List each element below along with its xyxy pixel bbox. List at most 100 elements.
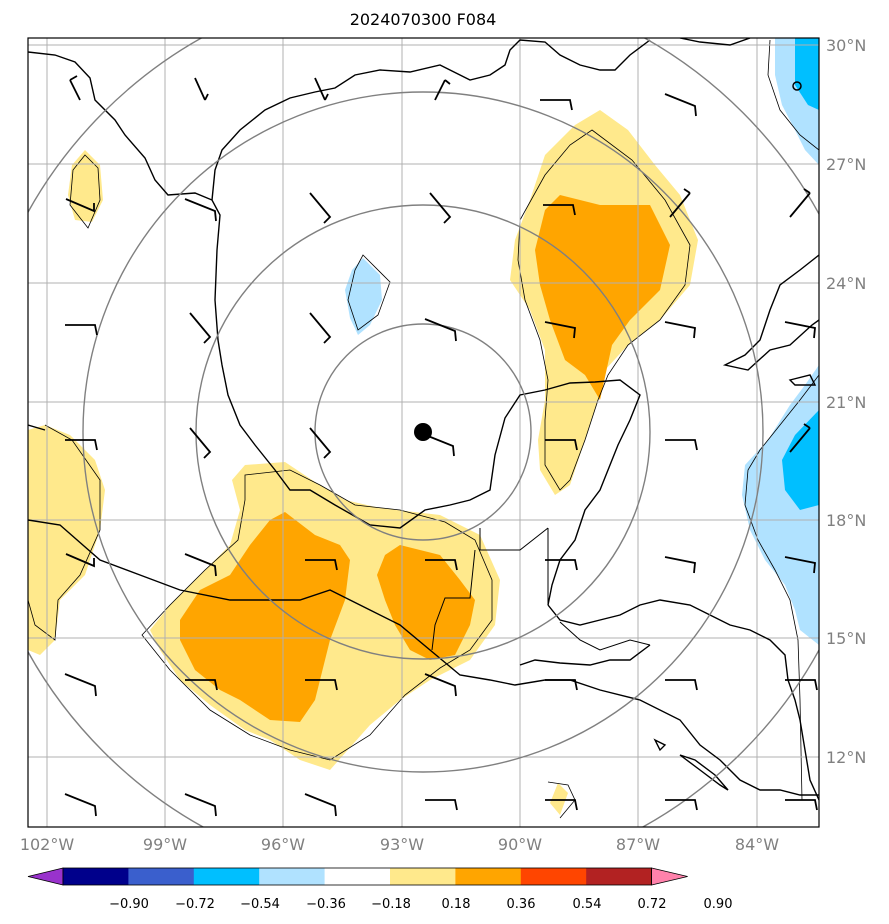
wind-barb: [424, 673, 457, 697]
lat-label: 15°N: [826, 629, 866, 648]
wind-barb: [784, 321, 816, 339]
colorbar-segment: [128, 868, 195, 885]
wind-barb: [545, 439, 578, 451]
plot-frame: [27, 37, 820, 828]
latitude-labels: 30°N 27°N 24°N 21°N 18°N 15°N 12°N: [826, 36, 866, 767]
wind-barb: [664, 556, 696, 574]
wind-barb: [304, 793, 337, 817]
wind-barb: [425, 559, 458, 571]
wind-barb: [664, 93, 697, 117]
wind-barb: [309, 312, 332, 344]
wind-barb: [664, 321, 696, 339]
lat-label: 24°N: [826, 274, 866, 293]
small-circle-marker: [792, 81, 802, 91]
lat-label: 21°N: [826, 393, 866, 412]
wind-barb: [543, 204, 576, 216]
colorbar-extension-low: [27, 867, 64, 886]
borders: [431, 527, 651, 651]
wind-barb: [789, 423, 811, 453]
wind-barb: [669, 188, 691, 218]
wind-barb: [305, 679, 338, 691]
wind-barb: [545, 559, 578, 571]
wind-barb: [545, 799, 578, 811]
wind-barb: [785, 799, 818, 811]
wind-barb: [665, 439, 698, 451]
wind-barb: [789, 188, 811, 218]
wind-barb: [784, 556, 816, 574]
wind-barb: [184, 198, 217, 222]
colorbar-tick-label: −0.90: [109, 897, 149, 912]
lat-label: 12°N: [826, 748, 866, 767]
wind-barb: [425, 799, 458, 811]
wind-barb: [665, 799, 698, 811]
wind-barb: [64, 673, 97, 697]
colorbar-segment: [63, 868, 129, 885]
colorbar-segment: [259, 868, 326, 885]
wind-barb: [65, 198, 95, 213]
wind-barb: [665, 679, 698, 691]
positive-anomaly-strong: [180, 195, 670, 722]
colorbar-ticks: −0.90 −0.72 −0.54 −0.36 −0.18 0.18 0.36 …: [109, 897, 732, 912]
lon-label: 96°W: [261, 835, 305, 854]
wind-barb: [185, 679, 218, 691]
wind-barb: [189, 312, 212, 344]
wind-barb: [194, 77, 209, 101]
wind-barb: [429, 192, 452, 224]
wind-barb: [314, 77, 329, 101]
colorbar-tick-label: −0.18: [371, 897, 411, 912]
wind-barbs: [64, 75, 818, 817]
colorbar-segment: [520, 868, 587, 885]
map-title: 2024070300 F084: [349, 10, 497, 29]
colorbar-tick-label: 0.36: [507, 897, 536, 912]
wind-barb: [65, 324, 98, 336]
negative-anomaly-strong: [782, 38, 819, 510]
lat-label: 27°N: [826, 155, 866, 174]
lon-label: 90°W: [498, 835, 542, 854]
lat-label: 30°N: [826, 36, 866, 55]
wind-barb: [305, 559, 338, 571]
wind-barb: [785, 679, 818, 691]
colorbar-segment: [324, 868, 391, 885]
wind-barb: [184, 553, 217, 577]
colorbar: [27, 867, 688, 886]
wind-barb: [544, 321, 576, 339]
wind-barb: [65, 553, 95, 568]
lon-label: 87°W: [616, 835, 660, 854]
wind-barb: [424, 318, 457, 342]
colorbar-segment: [586, 868, 653, 885]
wind-barb: [65, 439, 98, 451]
colorbar-segment: [455, 868, 522, 885]
colorbar-segment: [193, 868, 260, 885]
colorbar-tick-label: −0.54: [240, 897, 280, 912]
wind-barb: [64, 793, 97, 817]
wind-barb: [309, 427, 332, 459]
colorbar-tick-label: 0.72: [638, 897, 667, 912]
coastlines: [28, 38, 819, 801]
wind-barb: [545, 679, 578, 691]
lon-label: 102°W: [20, 835, 75, 854]
wind-barb: [540, 99, 573, 111]
lon-label: 84°W: [735, 835, 779, 854]
colorbar-tick-label: 0.90: [704, 897, 733, 912]
colorbar-outline: [62, 867, 652, 886]
colorbar-tick-label: 0.18: [442, 897, 471, 912]
longitude-labels: 102°W 99°W 96°W 93°W 90°W 87°W 84°W: [20, 835, 779, 854]
lon-label: 93°W: [380, 835, 424, 854]
wind-barb: [69, 75, 81, 101]
wind-barb: [422, 433, 455, 457]
wind-barb: [184, 793, 217, 817]
wind-barb: [189, 427, 212, 459]
colorbar-tick-label: −0.72: [175, 897, 215, 912]
colorbar-extension-high: [651, 867, 688, 886]
storm-center-marker: [414, 423, 432, 441]
wind-barb: [309, 192, 332, 224]
lon-label: 99°W: [143, 835, 187, 854]
colorbar-segment: [390, 868, 456, 885]
contour-lines: [28, 39, 819, 819]
colorbar-tick-label: 0.54: [573, 897, 602, 912]
lat-label: 18°N: [826, 511, 866, 530]
range-rings: [28, 38, 819, 827]
wind-barb: [434, 79, 451, 101]
colorbar-tick-label: −0.36: [306, 897, 346, 912]
